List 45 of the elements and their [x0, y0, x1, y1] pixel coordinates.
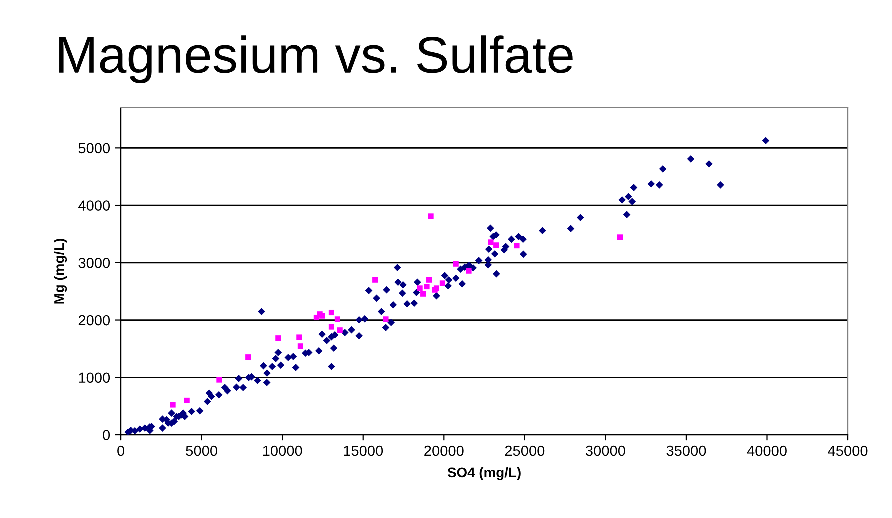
point	[372, 277, 378, 283]
point	[417, 286, 423, 292]
point	[328, 324, 334, 330]
x-tick-label: 25000	[505, 446, 545, 456]
y-tick-label: 2000	[78, 315, 110, 326]
x-tick-label: 0	[118, 446, 125, 456]
point	[420, 291, 426, 297]
point	[298, 344, 304, 350]
point	[424, 284, 430, 290]
x-tick-label: 40000	[747, 446, 787, 456]
point	[494, 242, 500, 248]
point	[426, 277, 432, 283]
point	[488, 240, 494, 246]
x-tick-label: 20000	[424, 446, 464, 456]
x-axis-title: SO4 (mg/L)	[448, 467, 521, 480]
x-tick-label: 30000	[586, 446, 626, 456]
y-axis-title: Mg (mg/L)	[54, 239, 68, 304]
x-tick-label: 15000	[344, 446, 384, 456]
point	[276, 336, 282, 342]
point	[170, 402, 176, 408]
point	[383, 316, 389, 322]
point	[337, 328, 343, 334]
x-tick-label: 10000	[263, 446, 302, 456]
point	[617, 234, 624, 240]
y-tick-label: 1000	[79, 372, 110, 384]
point	[216, 377, 222, 383]
point	[296, 334, 302, 340]
x-tick-label: 5000	[186, 446, 218, 456]
y-tick-label: 5000	[78, 143, 110, 154]
point	[246, 354, 252, 360]
point	[440, 280, 446, 286]
point	[466, 268, 472, 274]
point	[514, 243, 520, 249]
point	[320, 313, 326, 319]
point	[453, 261, 459, 267]
point	[184, 398, 190, 404]
x-tick-label: 45000	[828, 446, 868, 456]
point	[334, 316, 340, 322]
y-tick-label: 0	[103, 430, 110, 440]
y-tick-label: 4000	[78, 200, 110, 211]
x-tick-label: 35000	[666, 446, 706, 456]
chart-title: Magnesium vs. Sulfate	[60, 36, 573, 84]
point	[428, 214, 434, 220]
point	[328, 310, 334, 316]
y-tick-label: 3000	[78, 258, 110, 268]
